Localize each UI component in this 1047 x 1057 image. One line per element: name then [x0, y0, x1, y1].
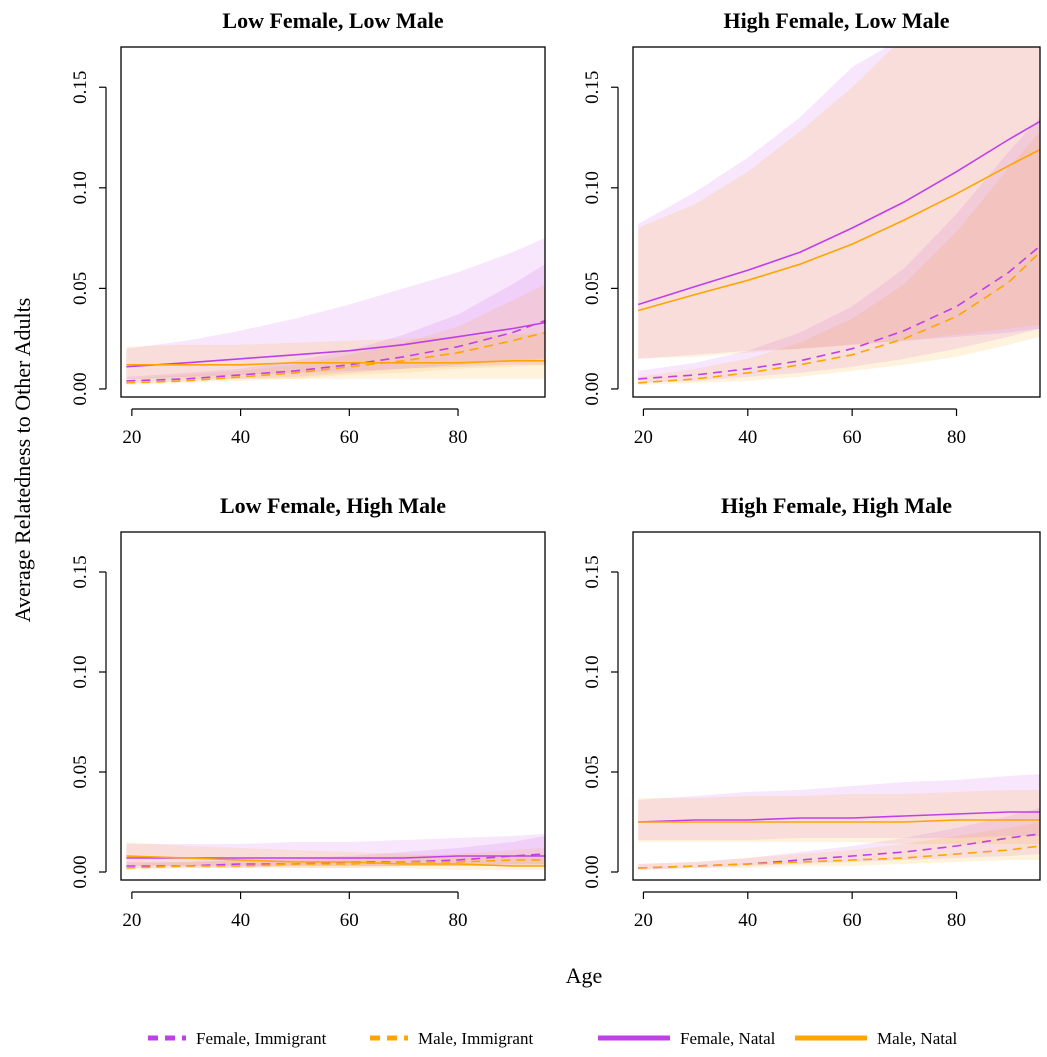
y-axis: 0.00 0.05 0.10 0.15 — [70, 555, 107, 889]
y-axis-label: Average Relatedness to Other Adults — [10, 298, 35, 623]
x-axis-label: Age — [566, 963, 603, 988]
legend: Female, Immigrant Male, Immigrant Female… — [148, 1029, 958, 1048]
line-male-natal — [126, 360, 545, 366]
legend-label-male-immigrant: Male, Immigrant — [418, 1029, 533, 1048]
line-male-immigrant — [638, 845, 1040, 869]
plot-area — [638, 774, 1040, 870]
y-tick-label: 0.05 — [70, 755, 91, 788]
band-female-immigrant — [126, 264, 545, 383]
band-female-natal — [126, 238, 545, 379]
y-tick-label: 0.05 — [70, 272, 91, 305]
y-tick-label: 0.10 — [70, 655, 91, 688]
x-tick-label: 40 — [231, 427, 250, 448]
legend-label-male-natal: Male, Natal — [877, 1029, 958, 1048]
y-tick-label: 0.10 — [582, 655, 603, 688]
y-axis: 0.00 0.05 0.10 0.15 — [582, 71, 619, 406]
plot-frame — [120, 531, 546, 881]
y-tick-label: 0.00 — [582, 855, 603, 888]
y-tick-label: 0.05 — [582, 755, 603, 788]
line-female-natal — [126, 321, 545, 368]
panel-title: Low Female, Low Male — [222, 8, 443, 33]
x-tick-label: 40 — [231, 910, 250, 931]
plot-frame — [632, 531, 1041, 881]
panels: Low Female, Low Male 20 40 60 80 0.00 0.05 0.10… — [70, 8, 1041, 931]
x-tick-label: 60 — [843, 427, 862, 448]
y-tick-label: 0.10 — [582, 171, 603, 204]
panel-title: High Female, Low Male — [723, 8, 949, 33]
x-tick-label: 60 — [843, 910, 862, 931]
line-female-natal — [637, 120, 1040, 306]
legend-item-female-natal: Female, Natal — [598, 1029, 776, 1048]
band-male-natal — [126, 332, 545, 379]
line-male-natal — [126, 855, 545, 867]
plot-frame — [120, 46, 546, 398]
y-tick-label: 0.05 — [582, 272, 603, 305]
band-female-natal — [638, 47, 1040, 359]
panel-title: Low Female, High Male — [220, 493, 446, 518]
y-tick-label: 0.00 — [70, 855, 91, 888]
panel-1: Low Female, Low Male 20 40 60 80 0.00 0.05 0.10… — [70, 8, 546, 448]
y-tick-label: 0.15 — [582, 71, 603, 104]
y-tick-label: 0.00 — [582, 372, 603, 405]
line-male-immigrant — [126, 859, 545, 869]
legend-item-male-immigrant: Male, Immigrant — [370, 1029, 533, 1048]
plot-area — [637, 47, 1040, 385]
x-axis: 20 40 60 80 — [634, 408, 966, 448]
band-female-immigrant — [638, 117, 1040, 383]
x-tick-label: 40 — [738, 427, 757, 448]
plot-frame — [632, 46, 1041, 398]
x-tick-label: 20 — [634, 427, 653, 448]
x-axis: 20 40 60 80 — [122, 891, 468, 931]
line-male-natal — [637, 148, 1040, 312]
band-female-natal — [638, 774, 1040, 840]
x-tick-label: 80 — [947, 910, 966, 931]
x-tick-label: 80 — [449, 427, 468, 448]
plot-area — [126, 834, 545, 870]
line-female-immigrant — [638, 833, 1040, 869]
x-axis: 20 40 60 80 — [122, 408, 468, 448]
panel-2: High Female, Low Male 20 40 60 80 0.00 0.05 0.1… — [582, 8, 1041, 448]
x-tick-label: 20 — [122, 427, 141, 448]
y-tick-label: 0.15 — [70, 71, 91, 104]
band-male-natal — [126, 842, 545, 870]
line-female-natal — [638, 811, 1040, 823]
line-male-immigrant — [638, 251, 1040, 384]
band-male-natal — [638, 790, 1040, 844]
x-tick-label: 60 — [340, 910, 359, 931]
line-female-immigrant — [126, 319, 545, 382]
legend-item-male-natal: Male, Natal — [795, 1029, 958, 1048]
band-male-immigrant — [638, 822, 1040, 870]
line-male-natal — [638, 819, 1040, 823]
x-axis: 20 40 60 80 — [634, 891, 966, 931]
legend-label-female-immigrant: Female, Immigrant — [196, 1029, 327, 1048]
y-axis: 0.00 0.05 0.10 0.15 — [70, 71, 107, 406]
y-tick-label: 0.15 — [582, 555, 603, 588]
band-female-immigrant — [126, 836, 545, 868]
band-male-immigrant — [638, 131, 1040, 385]
plot-area — [126, 238, 545, 385]
x-tick-label: 40 — [738, 910, 757, 931]
x-tick-label: 80 — [947, 427, 966, 448]
x-tick-label: 80 — [449, 910, 468, 931]
panel-3: Low Female, High Male 20 40 60 80 0.00 0.05 0.1… — [70, 493, 546, 931]
x-tick-label: 20 — [634, 910, 653, 931]
legend-item-female-immigrant: Female, Immigrant — [148, 1029, 327, 1048]
line-female-immigrant — [638, 245, 1040, 380]
band-male-immigrant — [126, 284, 545, 385]
legend-label-female-natal: Female, Natal — [680, 1029, 776, 1048]
x-tick-label: 60 — [340, 427, 359, 448]
panel-title: High Female, High Male — [721, 493, 952, 518]
y-axis: 0.00 0.05 0.10 0.15 — [582, 555, 619, 889]
line-male-immigrant — [126, 331, 545, 384]
x-tick-label: 20 — [122, 910, 141, 931]
y-tick-label: 0.15 — [70, 555, 91, 588]
y-tick-label: 0.00 — [70, 372, 91, 405]
y-tick-label: 0.10 — [70, 171, 91, 204]
band-male-natal — [638, 47, 1040, 359]
